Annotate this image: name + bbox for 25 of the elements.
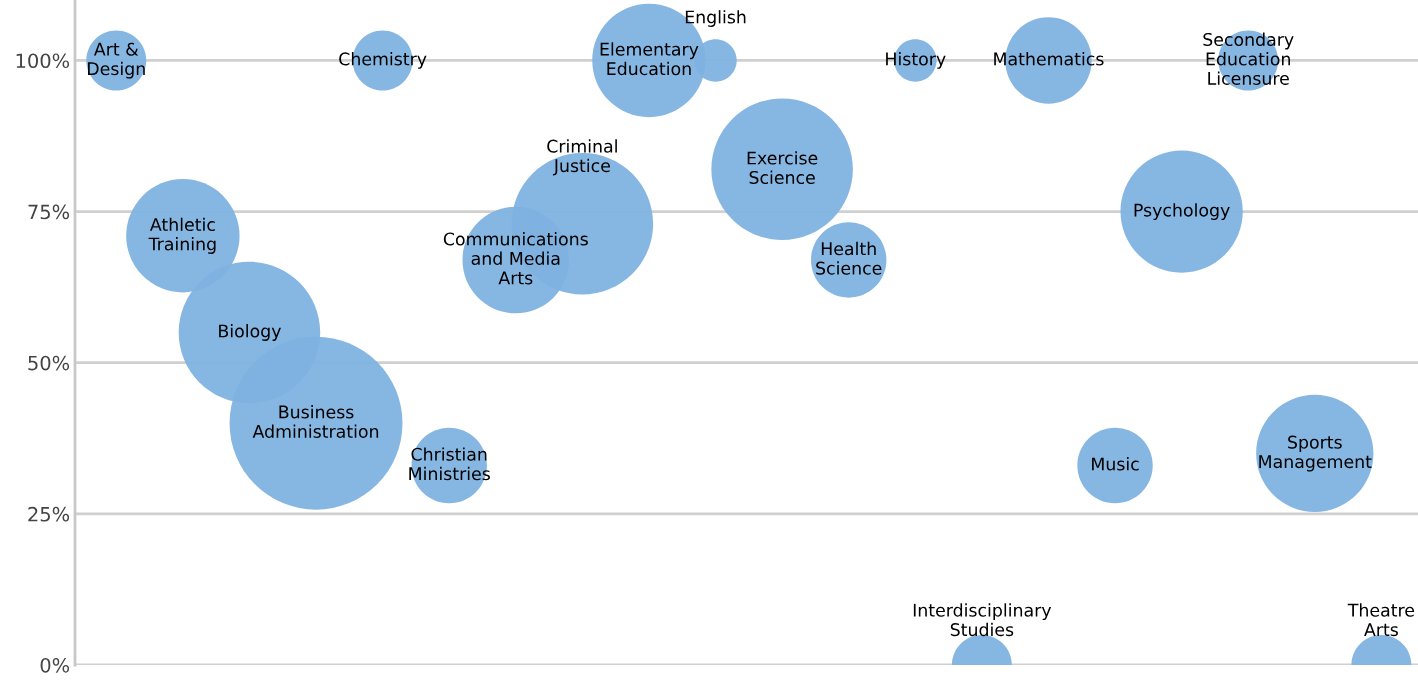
x-tick-label: Psychology: [1134, 203, 1230, 220]
y-tick-label: 50%: [28, 355, 70, 371]
y-tick-label: 25%: [28, 506, 70, 522]
x-tick-label: English: [685, 10, 746, 27]
y-tick-label: 100%: [16, 53, 70, 69]
x-tick-label: Christian Ministries: [409, 447, 490, 481]
x-tick-label: Communications and Media Arts: [443, 232, 588, 285]
y-tick-label: 75%: [28, 204, 70, 220]
x-tick-label: Music: [1092, 457, 1139, 471]
x-tick-label: Sports Management: [1259, 435, 1372, 472]
x-tick-label: Interdisciplinary Studies: [913, 603, 1052, 637]
x-tick-label: Health Science: [816, 241, 882, 275]
x-tick-label: Elementary Education: [600, 42, 699, 76]
x-tick-label: History: [886, 52, 946, 69]
x-tick-label: Art & Design: [88, 42, 145, 79]
y-tick-label: 0%: [40, 657, 70, 673]
x-tick-label: Theatre Arts: [1347, 603, 1415, 637]
x-tick-label: Secondary Education Licensure: [1203, 32, 1294, 85]
x-tick-label: Mathematics: [994, 52, 1104, 66]
x-tick-label: Athletic Training: [148, 217, 216, 254]
x-tick-label: Business Administration: [252, 405, 379, 438]
x-tick-label: Chemistry: [339, 52, 427, 69]
x-tick-label: Criminal Justice: [547, 139, 617, 176]
x-tick-label: Exercise Science: [747, 151, 818, 185]
x-tick-label: Biology: [219, 324, 281, 341]
